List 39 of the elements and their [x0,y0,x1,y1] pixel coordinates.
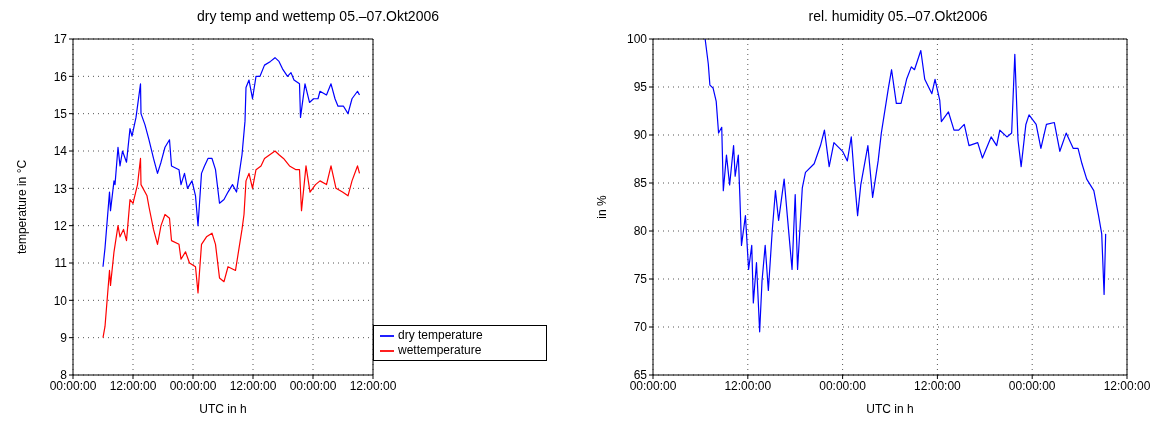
x-tick-label: 00:00:00 [1008,378,1056,393]
y-axis-title: in % [595,195,610,219]
y-tick-label: 13 [53,181,68,196]
y-tick-label: 70 [633,320,648,335]
legend-label: wettemperature [398,342,482,357]
line-series [704,39,1107,333]
x-tick-label: 12:00:00 [229,378,277,393]
x-tick-label: 00:00:00 [49,378,97,393]
y-axis-title: temperature in °C [15,159,30,255]
x-tick-label: 12:00:00 [109,378,157,393]
x-tick-label: 00:00:00 [629,378,677,393]
y-tick-label: 12 [53,218,68,233]
y-tick-label: 17 [53,32,68,47]
x-tick-label: 00:00:00 [819,378,867,393]
y-tick-label: 100 [626,32,648,47]
line-series [102,150,361,339]
y-tick-label: 9 [60,330,68,345]
x-tick-label: 00:00:00 [289,378,337,393]
y-tick-label: 16 [53,69,68,84]
x-tick-label: 12:00:00 [349,378,397,393]
y-tick-label: 90 [633,128,648,143]
x-axis-title: UTC in h [866,402,914,416]
x-tick-label: 12:00:00 [724,378,772,393]
x-tick-label: 12:00:00 [914,378,962,393]
chart-title: rel. humidity 05.–07.Okt2006 [807,8,989,26]
legend-label: dry temperature [398,328,483,342]
y-tick-label: 95 [633,80,648,95]
y-tick-label: 85 [633,176,648,191]
line-series [102,57,361,268]
x-axis-title: UTC in h [199,402,247,416]
y-tick-label: 10 [53,293,68,308]
x-tick-label: 12:00:00 [1103,378,1151,393]
y-tick-label: 14 [53,144,68,159]
x-tick-label: 00:00:00 [169,378,217,393]
chart-title: dry temp and wettemp 05.–07.Okt2006 [195,8,440,26]
y-tick-label: 11 [54,256,68,271]
y-tick-label: 80 [633,224,648,239]
y-tick-label: 75 [633,272,648,287]
y-tick-label: 15 [53,106,68,121]
